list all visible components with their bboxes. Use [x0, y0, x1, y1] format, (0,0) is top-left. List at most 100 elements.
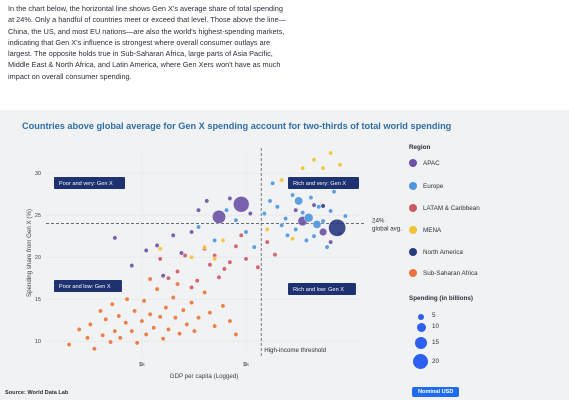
data-point-mena	[279, 177, 285, 183]
data-point-sub-saharan-africa	[202, 290, 207, 295]
data-point-sub-saharan-africa	[212, 323, 218, 329]
legend-label: MENA	[423, 226, 442, 234]
data-point-sub-saharan-africa	[92, 346, 97, 352]
data-point-sub-saharan-africa	[160, 336, 166, 342]
data-point-europe	[267, 198, 273, 204]
x-axis-title: GDP per capita (Logged)	[170, 373, 239, 380]
global-average-label: global avg.	[372, 226, 402, 233]
size-legend-item: 10	[412, 320, 472, 336]
data-point-sub-saharan-africa	[109, 301, 115, 307]
legend-item-apac: APAC	[409, 158, 440, 168]
x-tick-label: $k	[243, 362, 249, 368]
nominal-usd-badge[interactable]: Nominal USD	[412, 387, 460, 397]
data-point-latam-caribbean	[243, 256, 249, 262]
data-point-latam-caribbean	[233, 243, 239, 249]
data-point-latam-caribbean	[255, 264, 261, 270]
data-point-apac	[227, 195, 233, 201]
data-point-apac	[328, 239, 334, 245]
data-point-sub-saharan-africa	[189, 300, 194, 305]
legend-item-latam: LATAM & Caribbean	[409, 203, 480, 213]
size-swatch	[413, 354, 428, 369]
data-point-apac	[179, 250, 184, 256]
legend-region-title: Region	[409, 144, 431, 151]
data-point-europe	[316, 204, 322, 210]
data-point-latam-caribbean	[264, 239, 270, 245]
quadrant-label: Rich and low: Gen X	[293, 287, 344, 293]
x-tick-label: $k	[139, 362, 145, 368]
data-point-sub-saharan-africa	[157, 314, 163, 320]
legend-label: Europe	[423, 182, 444, 190]
data-point-europe	[342, 213, 348, 219]
data-point-apac	[170, 232, 176, 238]
data-point-europe	[304, 213, 314, 223]
data-point-mena	[212, 256, 218, 262]
data-point-sub-saharan-africa	[98, 308, 103, 314]
data-point-sub-saharan-africa	[132, 308, 137, 314]
data-point-apac	[293, 207, 299, 213]
data-point-sub-saharan-africa	[177, 331, 182, 337]
data-point-europe	[308, 195, 314, 200]
y-tick-label: 10	[35, 339, 41, 345]
size-swatch	[418, 314, 424, 320]
data-point-mena	[189, 254, 194, 260]
data-point-sub-saharan-africa	[141, 298, 147, 304]
data-point-mena	[264, 227, 270, 232]
data-point-europe	[311, 233, 317, 239]
data-point-europe	[290, 192, 295, 198]
legend-swatch	[409, 269, 417, 277]
data-point-sub-saharan-africa	[147, 311, 153, 317]
legend-label: Sub-Saharan Africa	[423, 269, 478, 277]
data-point-europe	[312, 220, 322, 229]
data-point-sub-saharan-africa	[163, 305, 169, 310]
data-point-apac	[143, 248, 149, 253]
intro-line: Middle East & North Africa, and Latin Am…	[8, 60, 281, 70]
data-point-europe	[303, 237, 309, 243]
data-point-latam-caribbean	[157, 256, 163, 262]
quadrant-label-box	[54, 280, 122, 292]
data-point-latam-caribbean	[207, 262, 213, 268]
data-point-latam-caribbean	[238, 232, 244, 238]
data-point-europe	[324, 244, 330, 250]
data-point-sub-saharan-africa	[108, 339, 113, 345]
y-tick-label: 15	[35, 297, 41, 303]
size-swatch	[415, 337, 427, 349]
data-point-europe	[283, 216, 288, 221]
legend-size-title: Spending (in billions)	[409, 295, 474, 302]
data-point-latam-caribbean	[189, 285, 194, 290]
data-point-sub-saharan-africa	[227, 318, 233, 324]
legend-swatch	[409, 204, 417, 212]
data-point-sub-saharan-africa	[134, 340, 140, 346]
data-point-apac	[233, 196, 250, 213]
intro-line: impact on overall consumer spending.	[8, 71, 132, 81]
y-tick-label: 25	[35, 213, 41, 219]
size-label: 20	[432, 358, 440, 365]
data-point-mena	[202, 244, 207, 250]
data-point-europe	[294, 196, 303, 206]
size-legend-item: 5	[412, 309, 472, 325]
data-point-sub-saharan-africa	[207, 310, 213, 316]
data-point-sub-saharan-africa	[233, 332, 239, 337]
data-point-europe	[320, 218, 326, 224]
data-point-mena	[337, 162, 343, 168]
data-point-apac	[319, 227, 328, 236]
data-point-north-america	[320, 203, 326, 209]
quadrant-label: Poor and very: Gen X	[59, 181, 113, 187]
data-point-latam-caribbean	[216, 274, 222, 280]
y-tick-label: 30	[35, 171, 41, 177]
quadrant-label-box	[288, 177, 359, 189]
data-point-sub-saharan-africa	[154, 286, 160, 292]
size-label: 10	[432, 323, 440, 330]
data-point-europe	[293, 227, 299, 232]
data-point-sub-saharan-africa	[139, 318, 145, 324]
data-point-sub-saharan-africa	[129, 328, 135, 334]
data-point-sub-saharan-africa	[123, 320, 129, 326]
data-point-mena	[300, 165, 306, 171]
data-point-apac	[189, 229, 194, 235]
data-point-apac	[204, 198, 210, 204]
data-point-sub-saharan-africa	[220, 303, 226, 309]
size-legend-item: 15	[412, 336, 472, 352]
intro-line: indicating that Gen X's influence is str…	[8, 37, 271, 47]
data-point-sub-saharan-africa	[170, 295, 176, 300]
size-label: 5	[432, 312, 436, 319]
data-point-sub-saharan-africa	[175, 281, 180, 287]
